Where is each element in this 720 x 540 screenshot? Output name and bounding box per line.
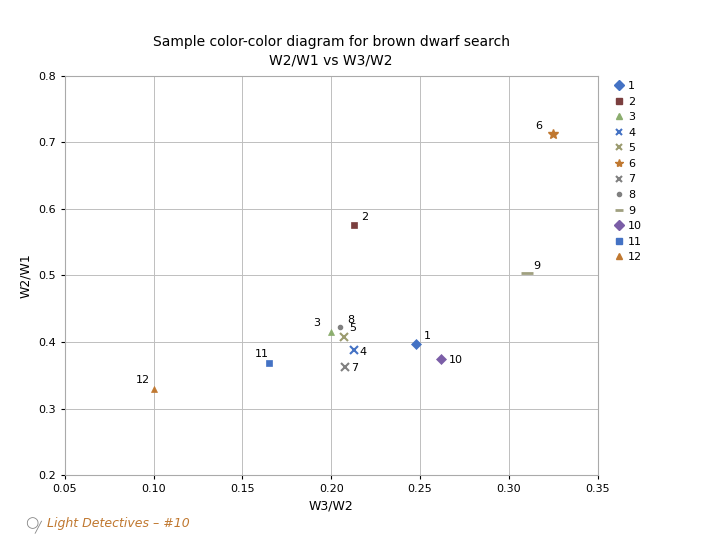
Text: 7: 7 xyxy=(351,363,358,373)
Text: 4: 4 xyxy=(359,347,366,356)
Text: 5: 5 xyxy=(349,323,356,333)
Title: Sample color-color diagram for brown dwarf search
W2/W1 vs W3/W2: Sample color-color diagram for brown dwa… xyxy=(153,35,510,68)
Text: 12: 12 xyxy=(136,375,150,384)
Text: ╱: ╱ xyxy=(35,520,41,533)
Text: 9: 9 xyxy=(534,261,541,272)
X-axis label: W3/W2: W3/W2 xyxy=(309,500,354,513)
Y-axis label: W2/W1: W2/W1 xyxy=(19,253,32,298)
Legend: 1, 2, 3, 4, 5, 6, 7, 8, 9, 10, 11, 12: 1, 2, 3, 4, 5, 6, 7, 8, 9, 10, 11, 12 xyxy=(614,81,642,262)
Text: 10: 10 xyxy=(449,355,462,366)
Text: Light Detectives – #10: Light Detectives – #10 xyxy=(47,517,189,530)
Text: 8: 8 xyxy=(347,315,354,325)
Text: 6: 6 xyxy=(536,121,542,131)
Text: 2: 2 xyxy=(361,212,369,222)
Text: 11: 11 xyxy=(255,349,269,359)
Text: ○: ○ xyxy=(25,515,38,530)
Text: 3: 3 xyxy=(313,318,320,328)
Text: 1: 1 xyxy=(423,330,431,341)
